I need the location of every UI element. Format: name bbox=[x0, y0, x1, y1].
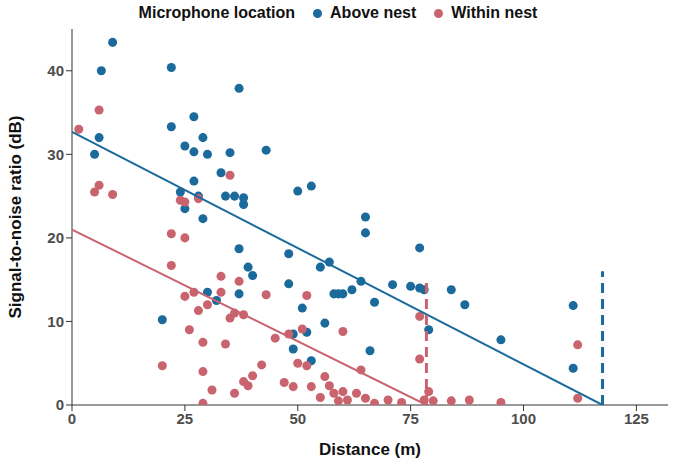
svg-text:10: 10 bbox=[47, 313, 64, 330]
html-text:Microphone location: Microphone location bbox=[138, 4, 296, 21]
svg-text:75: 75 bbox=[402, 410, 419, 427]
svg-text:Distance (m): Distance (m) bbox=[319, 440, 421, 459]
svg-text:Signal-to-noise ratio (dB): Signal-to-noise ratio (dB) bbox=[6, 115, 25, 318]
svg-text:50: 50 bbox=[289, 410, 306, 427]
svg-text:0: 0 bbox=[68, 410, 76, 427]
svg-text:30: 30 bbox=[47, 146, 64, 163]
svg-text:25: 25 bbox=[177, 410, 194, 427]
html-text:Within nest: Within nest bbox=[451, 4, 538, 21]
svg-text:40: 40 bbox=[47, 62, 64, 79]
html-text:Above nest: Above nest bbox=[330, 4, 417, 21]
svg-text:20: 20 bbox=[47, 229, 64, 246]
svg-text:125: 125 bbox=[624, 410, 649, 427]
svg-text:0: 0 bbox=[56, 396, 64, 413]
svg-text:100: 100 bbox=[511, 410, 536, 427]
